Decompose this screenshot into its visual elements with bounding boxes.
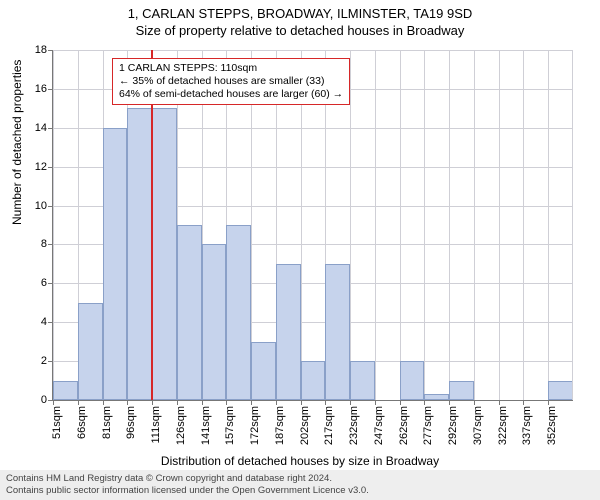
histogram-bar xyxy=(276,264,301,400)
xtick-label: 141sqm xyxy=(200,406,212,445)
histogram-bar xyxy=(301,361,326,400)
xtick-mark xyxy=(152,400,153,405)
xtick-mark xyxy=(424,400,425,405)
histogram-bar xyxy=(226,225,251,400)
histogram-bar xyxy=(449,381,474,400)
gridline-v xyxy=(375,50,376,400)
plot-area: 02468101214161851sqm66sqm81sqm96sqm111sq… xyxy=(52,50,573,401)
xtick-label: 307sqm xyxy=(472,406,484,445)
xtick-label: 126sqm xyxy=(175,406,187,445)
gridline-v xyxy=(499,50,500,400)
gridline-v xyxy=(474,50,475,400)
footer: Contains HM Land Registry data © Crown c… xyxy=(0,470,600,500)
title-block: 1, CARLAN STEPPS, BROADWAY, ILMINSTER, T… xyxy=(0,0,600,40)
xtick-label: 292sqm xyxy=(447,406,459,445)
xtick-mark xyxy=(226,400,227,405)
xtick-mark xyxy=(251,400,252,405)
histogram-bar xyxy=(424,394,449,400)
chart-container: 1, CARLAN STEPPS, BROADWAY, ILMINSTER, T… xyxy=(0,0,600,500)
xtick-label: 337sqm xyxy=(521,406,533,445)
histogram-bar xyxy=(177,225,202,400)
histogram-bar xyxy=(400,361,425,400)
xtick-label: 232sqm xyxy=(348,406,360,445)
xtick-label: 202sqm xyxy=(299,406,311,445)
histogram-bar xyxy=(251,342,276,400)
xtick-mark xyxy=(177,400,178,405)
histogram-bar xyxy=(53,381,78,400)
gridline-h xyxy=(53,50,573,51)
xtick-mark xyxy=(548,400,549,405)
xtick-label: 157sqm xyxy=(224,406,236,445)
xtick-label: 111sqm xyxy=(150,406,162,444)
gridline-v xyxy=(424,50,425,400)
xtick-label: 262sqm xyxy=(398,406,410,445)
xtick-mark xyxy=(350,400,351,405)
title-line-2: Size of property relative to detached ho… xyxy=(0,23,600,40)
xtick-mark xyxy=(375,400,376,405)
xtick-mark xyxy=(499,400,500,405)
gridline-v xyxy=(449,50,450,400)
gridline-v xyxy=(523,50,524,400)
xtick-label: 247sqm xyxy=(373,406,385,445)
footer-line-2: Contains public sector information licen… xyxy=(6,485,594,497)
annotation-box: 1 CARLAN STEPPS: 110sqm← 35% of detached… xyxy=(112,58,350,105)
xtick-mark xyxy=(127,400,128,405)
histogram-bar xyxy=(548,381,573,400)
histogram-bar xyxy=(350,361,375,400)
gridline-v xyxy=(400,50,401,400)
xtick-mark xyxy=(301,400,302,405)
xtick-label: 172sqm xyxy=(249,406,261,445)
gridline-v xyxy=(548,50,549,400)
xtick-label: 322sqm xyxy=(497,406,509,445)
xtick-mark xyxy=(449,400,450,405)
xtick-mark xyxy=(325,400,326,405)
xtick-label: 81sqm xyxy=(101,406,113,439)
gridline-v xyxy=(53,50,54,400)
xtick-mark xyxy=(78,400,79,405)
xtick-label: 51sqm xyxy=(51,406,63,439)
xtick-mark xyxy=(400,400,401,405)
xtick-mark xyxy=(202,400,203,405)
gridline-v xyxy=(572,50,573,400)
annotation-line: 1 CARLAN STEPPS: 110sqm xyxy=(119,62,343,75)
histogram-bar xyxy=(127,108,152,400)
xtick-mark xyxy=(53,400,54,405)
histogram-bar xyxy=(103,128,128,400)
xtick-mark xyxy=(103,400,104,405)
xtick-label: 217sqm xyxy=(323,406,335,445)
histogram-bar xyxy=(325,264,350,400)
xtick-mark xyxy=(523,400,524,405)
histogram-bar xyxy=(78,303,103,400)
footer-line-1: Contains HM Land Registry data © Crown c… xyxy=(6,473,594,485)
annotation-line: ← 35% of detached houses are smaller (33… xyxy=(119,75,343,88)
xtick-mark xyxy=(474,400,475,405)
title-line-1: 1, CARLAN STEPPS, BROADWAY, ILMINSTER, T… xyxy=(0,6,600,23)
xtick-label: 96sqm xyxy=(125,406,137,439)
xtick-label: 277sqm xyxy=(422,406,434,445)
xtick-label: 352sqm xyxy=(546,406,558,445)
y-axis-label: Number of detached properties xyxy=(10,60,24,225)
annotation-line: 64% of semi-detached houses are larger (… xyxy=(119,88,343,101)
xtick-mark xyxy=(276,400,277,405)
xtick-label: 66sqm xyxy=(76,406,88,439)
histogram-bar xyxy=(152,108,177,400)
gridline-v xyxy=(350,50,351,400)
histogram-bar xyxy=(202,244,227,400)
xtick-label: 187sqm xyxy=(274,406,286,445)
x-axis-label: Distribution of detached houses by size … xyxy=(0,454,600,468)
